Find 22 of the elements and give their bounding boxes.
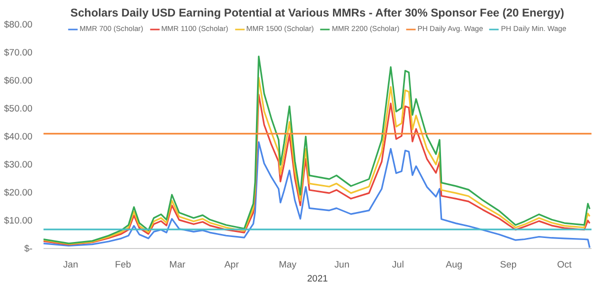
x-tick-label: Apr [224, 260, 239, 270]
y-tick-label: $40.00 [4, 132, 32, 142]
line-series [44, 141, 590, 248]
y-tick-label: $50.00 [4, 104, 32, 114]
x-tick-label: Sep [500, 260, 517, 270]
x-tick-label: May [278, 260, 297, 270]
x-tick-label: Jan [63, 260, 78, 270]
y-tick-label: $- [24, 244, 33, 254]
y-tick-label: $30.00 [4, 160, 32, 170]
y-tick-label: $60.00 [4, 76, 32, 86]
y-tick-label: $70.00 [4, 48, 32, 58]
chart-title: Scholars Daily USD Earning Potential at Various MMRs - After 30% Sponsor Fee (20 Energy) [70, 8, 564, 20]
y-tick-label: $10.00 [4, 216, 32, 226]
x-tick-label: Mar [169, 260, 186, 270]
x-axis-title: 2021 [307, 274, 328, 284]
x-tick-label: Oct [557, 260, 572, 270]
x-tick-label: Jul [392, 260, 404, 270]
x-tick-label: Aug [446, 260, 462, 270]
x-tick-label: Feb [115, 260, 132, 270]
y-tick-label: $20.00 [4, 188, 32, 198]
x-tick-label: Jun [334, 260, 350, 270]
y-tick-label: $80.00 [4, 20, 32, 30]
